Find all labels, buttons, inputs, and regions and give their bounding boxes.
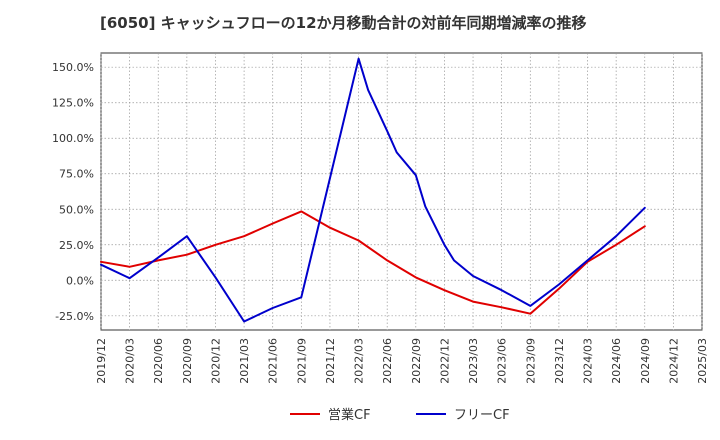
- x-tick-label: 2021/06: [267, 338, 280, 384]
- chart-title: [6050] キャッシュフローの12か月移動合計の対前年同期増減率の推移: [100, 14, 587, 32]
- legend-label-2: フリーCF: [454, 408, 510, 423]
- x-tick-label: 2022/06: [381, 338, 394, 384]
- x-tick-label: 2023/09: [524, 338, 537, 384]
- y-tick-label: 75.0%: [59, 168, 94, 181]
- y-tick-label: 25.0%: [59, 239, 94, 252]
- series-layer: [100, 57, 646, 323]
- x-tick-label: 2022/09: [410, 338, 423, 384]
- y-tick-label: 100.0%: [52, 132, 94, 145]
- x-tick-label: 2022/03: [353, 338, 366, 384]
- series-line-2: [100, 57, 646, 323]
- x-tick-label: 2020/03: [124, 338, 137, 384]
- y-tick-label: 150.0%: [52, 61, 94, 74]
- legend: 営業CF フリーCF: [290, 407, 510, 423]
- x-tick-label: 2019/12: [95, 338, 108, 384]
- axis-layer: 2019/12 2020/03 2020/06 2020/09 2020/12 2021/…: [52, 61, 709, 383]
- x-tick-label: 2024/03: [582, 338, 595, 384]
- x-tick-label: 2021/09: [295, 338, 308, 384]
- legend-label-1: 営業CF: [328, 407, 371, 423]
- x-tick-label: 2024/06: [610, 338, 623, 384]
- x-tick-label: 2023/12: [553, 338, 566, 384]
- y-tick-label: 125.0%: [52, 97, 94, 110]
- y-tick-label: -25.0%: [55, 310, 94, 323]
- x-tick-label: 2020/09: [181, 338, 194, 384]
- x-tick-label: 2024/12: [667, 338, 680, 384]
- x-tick-label: 2024/09: [639, 338, 652, 384]
- x-tick-label: 2023/06: [496, 338, 509, 384]
- series-line-1: [100, 210, 646, 315]
- plot-area: [100, 52, 703, 331]
- y-tick-label: 0.0%: [66, 274, 94, 287]
- x-tick-label: 2025/03: [696, 338, 709, 384]
- x-tick-label: 2023/03: [467, 338, 480, 384]
- x-tick-label: 2021/12: [324, 338, 337, 384]
- y-tick-label: 50.0%: [59, 203, 94, 216]
- x-tick-label: 2022/12: [438, 338, 451, 384]
- grid-layer: [100, 52, 703, 331]
- x-tick-label: 2020/06: [152, 338, 165, 384]
- x-tick-label: 2020/12: [209, 338, 222, 384]
- x-tick-label: 2021/03: [238, 338, 251, 384]
